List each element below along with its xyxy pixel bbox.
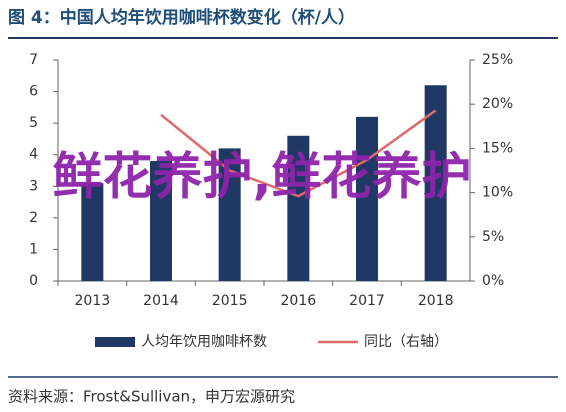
line xyxy=(160,109,437,198)
x-tick-label: 2014 xyxy=(143,293,179,309)
bar xyxy=(150,161,172,281)
y2-tick-label: 10% xyxy=(482,185,513,201)
y-tick-label: 3 xyxy=(29,178,38,194)
y-tick-label: 1 xyxy=(29,241,38,257)
y2-tick-label: 20% xyxy=(482,96,513,112)
legend-label: 同比（右轴） xyxy=(364,334,448,350)
x-tick-label: 2018 xyxy=(418,293,454,309)
y-tick-label: 0 xyxy=(29,273,38,289)
bar xyxy=(424,85,447,281)
x-tick-label: 2015 xyxy=(212,293,248,309)
y-tick-label: 7 xyxy=(29,52,38,68)
y-tick-label: 2 xyxy=(29,210,38,226)
y-tick-label: 5 xyxy=(29,115,38,131)
source: 资料来源：Frost&Sullivan，申万宏源研究 xyxy=(8,388,295,406)
legend-label: 人均年饮用咖啡杯数 xyxy=(141,334,267,350)
x-tick-label: 2016 xyxy=(281,293,317,309)
y2-tick-label: 0% xyxy=(482,273,504,289)
y2-tick-label: 15% xyxy=(482,140,513,156)
legend-swatch xyxy=(95,337,135,347)
watermark: 鲜花养护,鲜花养护 xyxy=(53,148,472,206)
x-tick-label: 2017 xyxy=(349,293,385,309)
y-tick-label: 6 xyxy=(29,84,38,100)
bar xyxy=(218,148,241,281)
chart-title: 图 4：中国人均年饮用咖啡杯数变化（杯/人） xyxy=(8,7,355,28)
y-tick-label: 4 xyxy=(29,147,38,163)
y2-tick-label: 5% xyxy=(482,229,504,245)
y2-tick-label: 25% xyxy=(482,52,513,68)
bar xyxy=(287,135,310,281)
x-tick-label: 2013 xyxy=(75,293,111,309)
bar xyxy=(81,183,104,281)
bar xyxy=(356,116,378,281)
